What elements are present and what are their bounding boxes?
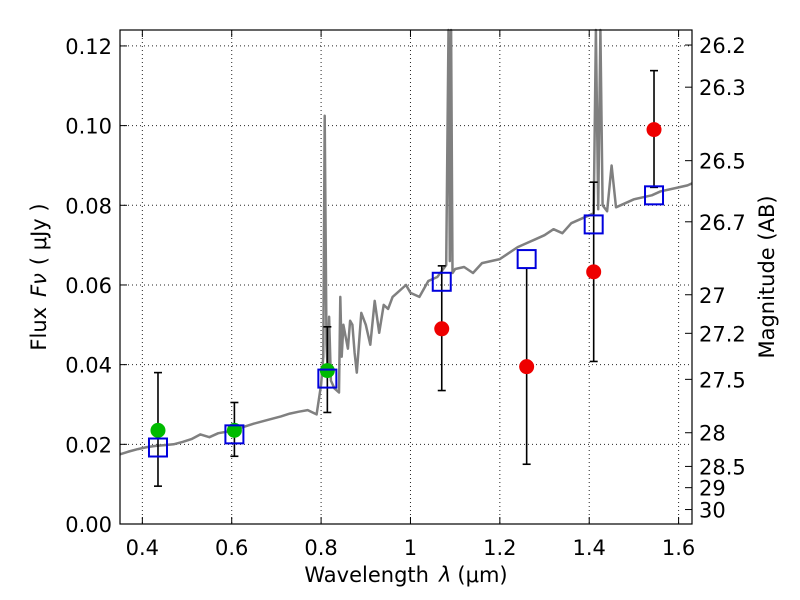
observed-point [434,321,450,337]
right-tick-label: 28.5 [699,455,746,479]
x-tick-label: 1.6 [662,536,695,560]
observed-point [150,422,166,438]
observed-point [319,363,335,379]
x-tick-label: 1 [404,536,417,560]
x-axis-label-unit: (μm) [457,563,507,587]
y-tick-label: 0.12 [65,35,112,59]
y-axis-label-unit: ( μJy ) [27,203,51,265]
right-tick-label: 27.2 [699,322,746,346]
y-tick-label: 0.06 [65,274,112,298]
right-tick-label: 30 [699,499,726,523]
model-photometry-square [147,437,168,458]
observed-point [586,264,602,280]
x-axis-label-symbol: λ [438,563,451,587]
y-axis-label: Flux Fν ( μJy ) [27,203,51,350]
model-photometry-square [317,368,338,389]
observed-point [646,122,662,138]
plot-frame [119,29,693,525]
right-axis-label: Magnitude (AB) [755,195,779,358]
y-axis-label-symbol: Fν [27,273,51,297]
x-tick-label: 0.4 [126,536,159,560]
right-tick-label: 26.7 [699,211,746,235]
right-tick-label: 27.5 [699,368,746,392]
x-tick-label: 1.4 [573,536,606,560]
y-tick-label: 0.08 [65,194,112,218]
x-tick-label: 1.2 [483,536,516,560]
x-tick-label: 0.6 [215,536,248,560]
model-photometry-square [644,185,665,206]
model-photometry-square [224,424,245,445]
right-tick-label: 26.5 [699,150,746,174]
y-axis-label-text: Flux [27,307,51,351]
right-tick-label: 26.3 [699,76,746,100]
observed-point [226,422,242,438]
model-photometry-square [516,249,537,270]
x-tick-label: 0.8 [304,536,337,560]
model-photometry-square [583,214,604,235]
marker-layer [147,122,665,458]
model-photometry-square [431,271,452,292]
model-spectrum-line [119,28,693,456]
spectrum-layer [119,28,693,456]
y-tick-label: 0.00 [65,513,112,537]
right-tick-label: 26.2 [699,34,746,58]
right-tick-label: 29 [699,477,726,501]
right-tick-label: 28 [699,422,726,446]
y-tick-label: 0.04 [65,354,112,378]
y-tick-label: 0.10 [65,115,112,139]
x-axis-label-text: Wavelength [304,563,429,587]
observed-point [519,359,535,375]
y-tick-label: 0.02 [65,433,112,457]
x-axis-label: Wavelength λ (μm) [304,563,507,587]
right-tick-label: 27 [699,284,726,308]
ticks: 0.4 0.6 0.8 1 1.2 1.4 1.6 0.00 0.02 0.04 0.06 0.08 0… [65,30,746,560]
